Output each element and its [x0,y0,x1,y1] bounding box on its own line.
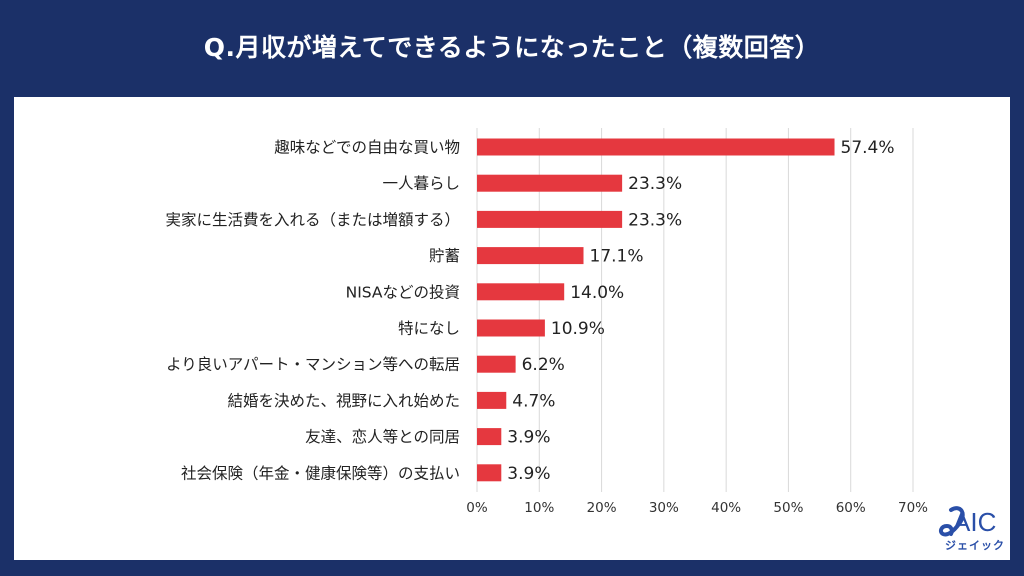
x-tick-label: 0% [466,500,488,516]
category-label: NISAなどの投資 [346,283,460,301]
labels: 0% 10% 20% 30% 40% 50% 60% 70% 趣味などでの自由な買い物 57.4%… [165,138,928,516]
logo-text: AIC [953,507,997,537]
bar [477,319,545,337]
value-label: 3.9% [507,464,550,484]
bar [477,210,623,228]
value-label: 14.0% [570,283,624,303]
bar [477,283,565,301]
value-label: 17.1% [590,247,644,267]
category-label: 実家に生活費を入れる（または増額する） [165,211,460,229]
x-tick-label: 10% [524,500,554,516]
category-label: より良いアパート・マンション等への転居 [166,356,460,374]
value-label: 10.9% [551,319,605,339]
gridlines [476,128,914,492]
bar [477,247,584,265]
category-label: 結婚を決めた、視野に入れ始めた [227,392,460,410]
value-label: 6.2% [522,355,565,375]
x-tick-label: 60% [836,500,866,516]
bar [477,138,835,156]
bar [477,174,623,192]
value-label: 23.3% [628,174,682,194]
x-tick-label: 70% [898,500,928,516]
logo-subtext: ジェイック [945,539,1005,552]
value-label: 4.7% [512,391,555,411]
bars [477,138,835,482]
category-label: 特になし [398,320,460,338]
jaic-logo-icon [938,506,965,537]
bar [477,428,502,446]
category-label: 一人暮らし [382,175,460,193]
bar [477,464,502,482]
category-label: 趣味などでの自由な買い物 [274,139,460,157]
x-tick-label: 40% [711,500,741,516]
value-label: 23.3% [628,210,682,230]
value-label: 57.4% [841,138,895,158]
category-label: 貯蓄 [429,247,460,265]
bar [477,391,507,409]
bar [477,355,516,373]
x-tick-label: 50% [773,500,803,516]
category-label: 社会保険（年金・健康保険等）の支払い [181,464,460,482]
category-label: 友達、恋人等との同居 [305,427,460,446]
value-label: 3.9% [507,428,550,448]
chart-title: Q.月収が増えてできるようになったこと（複数回答） [203,33,821,62]
x-tick-label: 30% [649,500,679,516]
x-tick-label: 20% [587,500,617,516]
